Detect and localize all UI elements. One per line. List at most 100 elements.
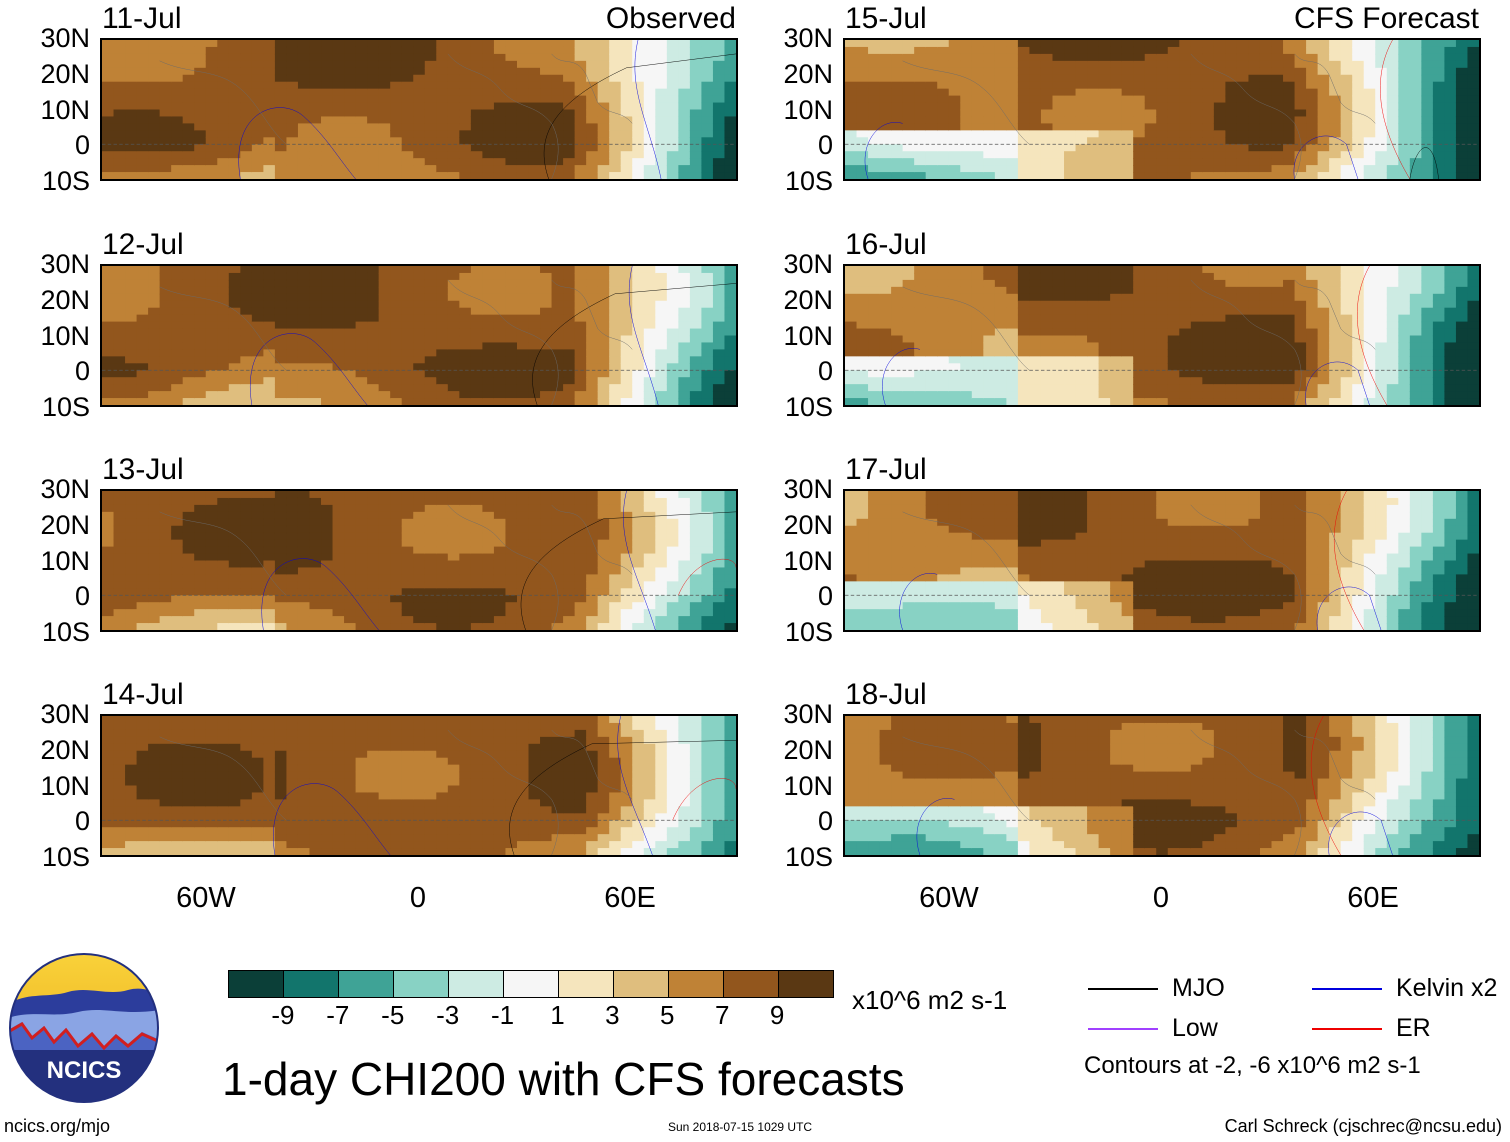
field-cell [925,67,938,76]
field-cell [159,771,172,780]
field-cell [217,300,230,309]
field-cell [355,314,368,323]
field-cell [1052,123,1065,132]
field-cell [574,574,587,583]
field-cell [563,88,576,97]
field-cell [159,595,172,603]
field-cell [689,88,702,97]
field-cell [948,144,961,152]
field-cell [540,778,553,787]
field-cell [643,109,656,118]
field-cell [355,279,368,288]
field-cell [159,567,172,576]
field-cell [609,158,622,166]
field-cell [516,539,530,548]
field-cell [678,314,691,323]
field-cell [263,384,276,392]
field-cell [937,102,950,111]
field-cell [1110,158,1123,166]
field-cell [574,130,587,138]
field-cell [540,497,553,506]
field-cell [332,736,345,745]
coastline [552,280,633,350]
field-cell [845,60,858,69]
field-cell [701,335,714,344]
field-cell [401,102,414,111]
field-cell [994,137,1007,145]
field-cell [493,602,507,610]
field-cell [378,307,391,316]
field-cell [459,834,472,842]
field-cell [378,46,391,55]
field-cell [563,363,576,371]
field-cell [113,716,126,724]
field-cell [321,848,334,855]
field-cell [355,841,368,849]
field-cell [632,40,645,48]
field-cell [424,123,437,132]
field-cell [701,356,714,364]
field-cell [228,546,241,555]
field-cell [655,109,668,118]
field-cell [493,95,507,104]
field-cell [228,581,241,589]
field-cell [597,827,610,835]
field-cell [701,581,714,589]
field-cell [459,778,472,787]
field-cell [655,398,668,405]
field-cell [102,785,115,794]
field-cell [355,806,368,814]
field-cell [586,581,599,589]
field-cell [701,778,714,787]
field-cell [586,834,599,842]
field-cell [678,109,691,118]
field-cell [344,743,357,752]
field-cell [436,757,449,766]
field-cell [493,40,507,48]
field-cell [390,778,403,787]
field-cell [678,384,691,392]
field-cell [643,511,656,520]
field-cell [701,546,714,555]
field-cell [251,623,264,630]
field-cell [148,729,161,738]
field-cell [148,609,161,617]
field-cell [482,377,495,385]
field-cell [574,158,587,166]
field-cell [390,602,403,610]
field-cell [540,553,553,562]
field-cell [447,546,460,555]
field-cell [102,314,115,323]
field-cell [528,158,541,166]
field-cell [344,623,357,630]
field-cell [205,130,218,138]
field-cell [228,60,241,69]
field-cell [597,272,610,281]
field-cell [102,130,115,138]
field-cell [505,377,518,385]
field-cell [597,384,610,392]
field-cell [712,567,726,576]
field-cell [263,314,276,323]
field-cell [401,349,414,358]
field-cell [516,602,530,610]
field-cell [240,377,253,385]
field-cell [194,335,207,344]
field-cell [355,729,368,738]
field-cell [125,567,138,576]
field-cell [666,623,679,630]
field-cell [701,123,714,132]
field-cell [217,314,230,323]
field-cell [516,716,530,724]
field-cell [401,750,414,759]
field-cell [240,398,253,405]
field-cell [251,560,264,569]
y-tick-label: 30N [40,474,90,504]
field-cell [609,771,622,780]
field-cell [493,293,507,302]
field-cell [551,743,564,752]
field-cell [436,497,449,506]
field-cell [505,532,518,541]
field-cell [240,46,253,55]
field-cell [251,539,264,548]
